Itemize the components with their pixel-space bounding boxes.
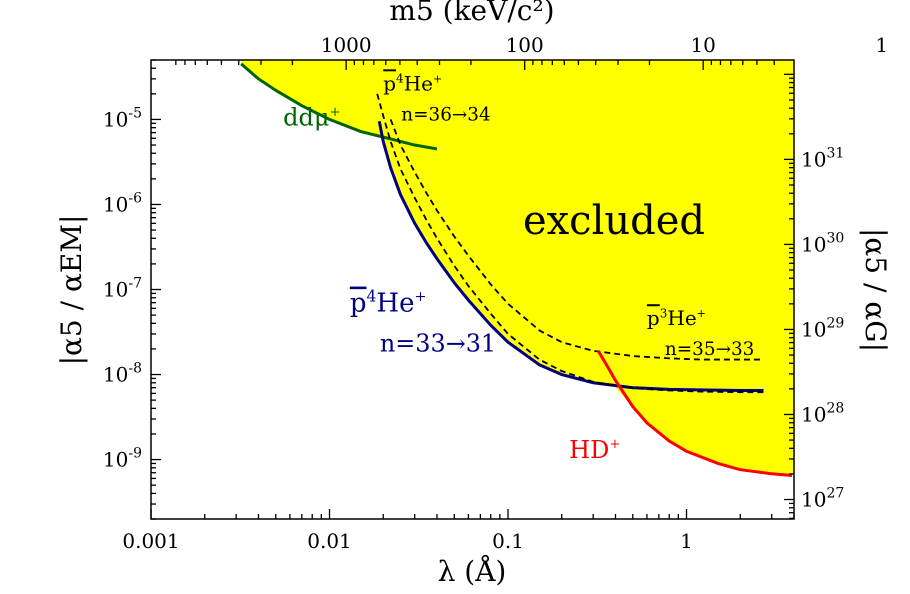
y2-tick-label: 1031 [801,145,844,171]
x2-tick-label: 100 [506,33,544,57]
y2-tick-label: 1028 [801,400,844,426]
y2-tick-label: 1029 [801,315,844,341]
series-layer [240,62,793,477]
series-line-2 [377,121,764,392]
series-line-1 [240,62,438,151]
annotation-p4he_dashed-transition: n=36→34 [401,104,490,125]
series-line-3 [376,93,764,394]
tick-labels-layer: 0.001 0.01 0.1 1 1000 100 10 1 10-9 10-8 10-7 10-6 1… [103,33,888,553]
x-tick-label: 0.001 [122,529,179,553]
x-tick-label: 1 [680,529,693,553]
y2-axis-label: |α5 / αG| [859,228,892,352]
series-line-5 [596,350,793,477]
annotation-p4he_solid-transition: n=33→31 [380,330,496,358]
y-tick-label: 10-6 [103,190,142,216]
region-label: excluded [523,198,705,244]
y-axis-label: |α5 / αEM| [55,215,88,366]
x2-tick-label: 1000 [321,33,372,57]
y-tick-label: 10-7 [103,276,142,302]
x2-tick-label: 1 [875,33,888,57]
excluded-region [241,60,794,476]
x-tick-label: 0.01 [307,529,352,553]
annotation-hd: HD+ [569,436,620,464]
annotation-ddmu: ddμ+ [283,103,340,131]
y-tick-label: 10-9 [103,446,142,472]
annotation-p4he_dashed: p4He+ [383,71,442,95]
y2-tick-label: 1027 [801,486,844,512]
annotation-p3he-transition: n=35→33 [665,339,754,360]
y-tick-label: 10-8 [103,361,142,387]
annotation-p3he: p3He+ [647,306,706,330]
x-tick-label: 0.1 [492,529,524,553]
annotation-p4he_solid: p4He+ [350,288,427,319]
x2-tick-label: 10 [690,33,715,57]
x2-axis-label: m5 (keV/c²) [389,0,554,27]
annotations-layer: ddμ+ p4He+ n=36→34 p4He+ n=33→31 p3He+ n=35→33… [283,71,754,463]
y2-tick-label: 1030 [801,230,844,256]
y-tick-label: 10-5 [103,105,142,131]
series-line-4 [389,119,764,361]
x-axis-label: λ (Å) [438,555,507,588]
ticks-layer [150,59,795,520]
